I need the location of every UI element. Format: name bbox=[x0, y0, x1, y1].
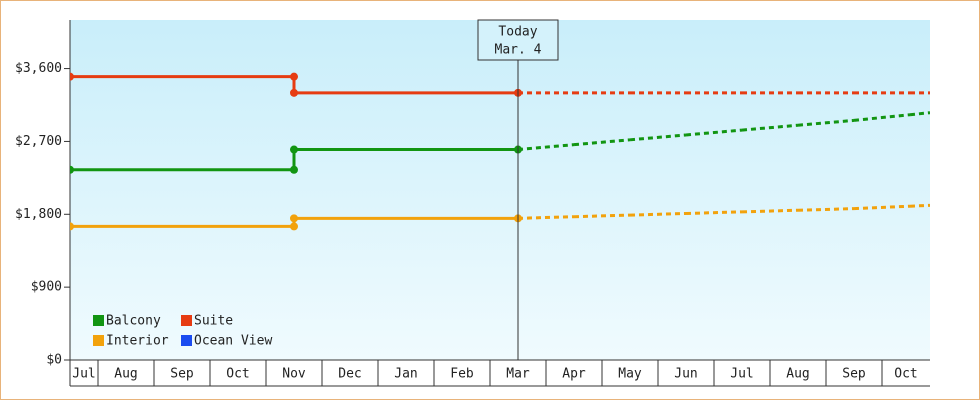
forecast-line bbox=[741, 123, 799, 132]
forecast-line bbox=[573, 213, 631, 219]
today-label: Mar. 4 bbox=[495, 43, 542, 58]
y-tick-label: $900 bbox=[31, 280, 62, 295]
point bbox=[290, 88, 298, 97]
forecast-line bbox=[741, 208, 799, 214]
point bbox=[290, 165, 298, 174]
legend-swatch bbox=[93, 335, 104, 346]
forecast-line bbox=[685, 128, 743, 137]
forecast-line bbox=[685, 210, 743, 215]
y-tick-label: $1,800 bbox=[15, 207, 62, 222]
x-tick-label: Aug bbox=[786, 367, 809, 382]
legend-swatch bbox=[181, 315, 192, 326]
forecast-line bbox=[797, 118, 855, 127]
x-tick-label: May bbox=[618, 367, 642, 382]
x-tick-label: Sep bbox=[842, 367, 866, 382]
forecast-line bbox=[909, 203, 930, 208]
point bbox=[70, 165, 74, 174]
series-layer bbox=[70, 72, 930, 231]
x-tick-label: Jul bbox=[72, 367, 95, 382]
legend-label: Balcony bbox=[106, 314, 161, 329]
x-tick-label: Sep bbox=[170, 367, 194, 382]
forecast-line bbox=[853, 204, 911, 211]
x-tick-label: Jan bbox=[394, 367, 417, 382]
forecast-line bbox=[629, 133, 687, 142]
point bbox=[290, 214, 298, 223]
legend-swatch bbox=[181, 335, 192, 346]
x-tick-label: Oct bbox=[894, 367, 917, 382]
y-tick-label: $0 bbox=[46, 353, 62, 368]
y-tick-label: $2,700 bbox=[15, 134, 62, 149]
point bbox=[290, 222, 298, 231]
point bbox=[290, 145, 298, 154]
plot-area bbox=[70, 20, 930, 360]
legend-label: Interior bbox=[106, 334, 169, 349]
today-label: Today bbox=[498, 25, 537, 40]
forecast-line bbox=[629, 211, 687, 217]
x-tick-label: Apr bbox=[562, 367, 586, 382]
x-tick-label: Jun bbox=[674, 367, 697, 382]
x-tick-label: Dec bbox=[338, 367, 361, 382]
forecast-line bbox=[517, 143, 575, 152]
point bbox=[70, 72, 74, 81]
forecast-line bbox=[517, 215, 575, 220]
x-tick-label: Nov bbox=[282, 367, 306, 382]
forecast-line bbox=[573, 138, 631, 147]
point bbox=[290, 72, 298, 81]
forecast-line bbox=[797, 207, 855, 212]
legend-swatch bbox=[93, 315, 104, 326]
x-tick-label: Feb bbox=[450, 367, 474, 382]
point bbox=[70, 222, 74, 231]
x-tick-label: Jul bbox=[730, 367, 753, 382]
forecast-line bbox=[853, 113, 911, 122]
legend-label: Ocean View bbox=[194, 334, 272, 349]
legend-label: Suite bbox=[194, 314, 233, 329]
x-tick-label: Mar bbox=[506, 367, 530, 382]
forecast-line bbox=[909, 111, 930, 117]
today-box bbox=[477, 19, 559, 61]
x-tick-label: Aug bbox=[114, 367, 137, 382]
x-tick-label: Oct bbox=[226, 367, 249, 382]
y-tick-label: $3,600 bbox=[15, 61, 62, 76]
